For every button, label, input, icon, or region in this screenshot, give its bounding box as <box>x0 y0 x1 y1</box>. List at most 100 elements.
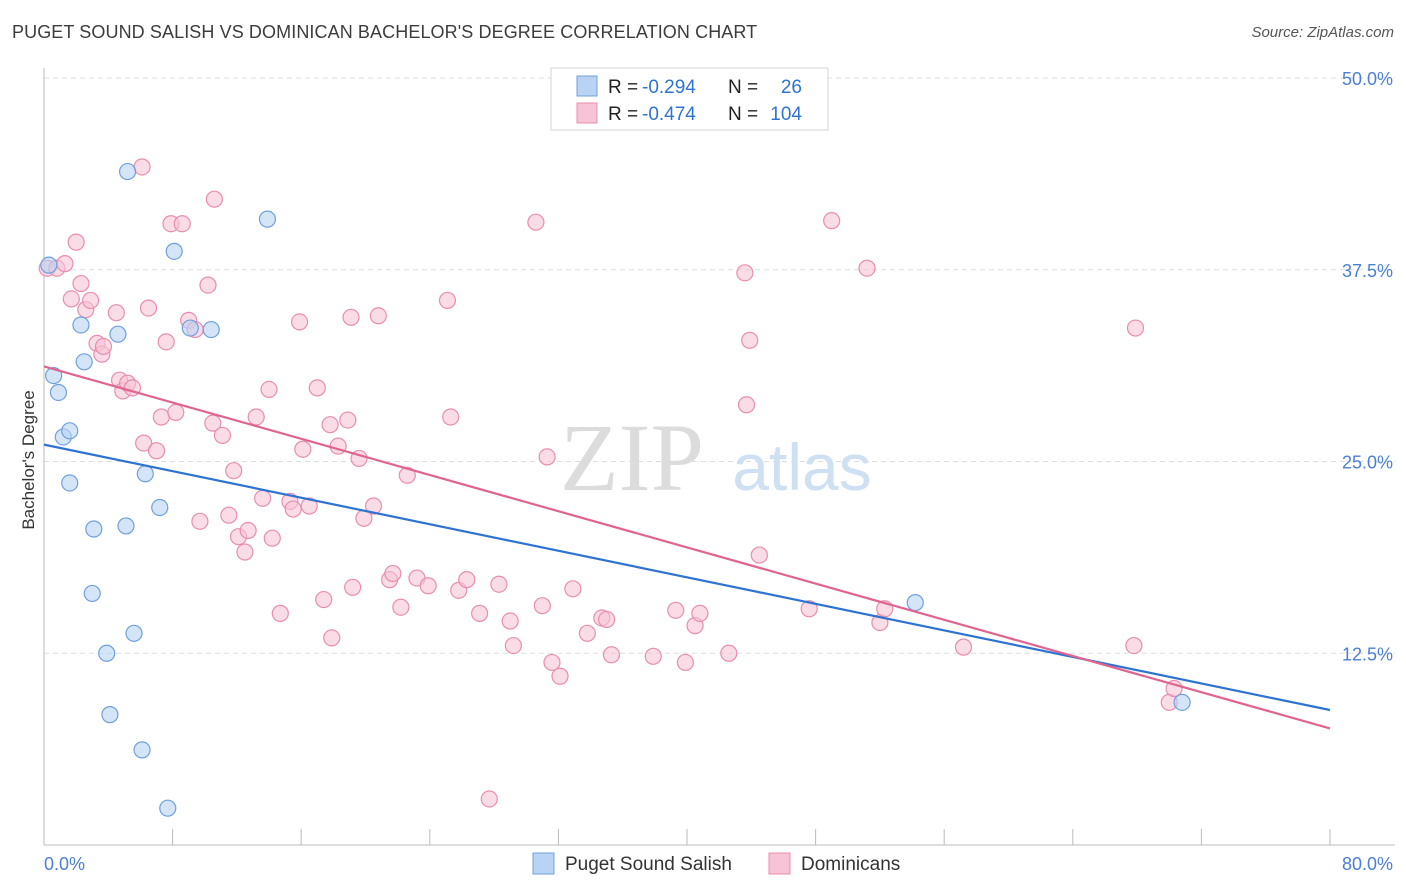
dominicans-point <box>220 506 238 524</box>
puget-sound-salish-point <box>75 353 93 371</box>
puget-sound-salish-point <box>151 498 169 517</box>
dominicans-point <box>442 408 460 426</box>
dominicans-point <box>736 264 754 282</box>
puget-sound-salish-point <box>125 624 143 642</box>
dominicans-point <box>527 213 545 231</box>
dominicans-point <box>213 426 232 445</box>
dominicans-point <box>750 546 768 564</box>
dominicans-point <box>737 396 756 414</box>
dominicans-point <box>676 653 694 672</box>
legend-n-label: N = <box>728 77 758 98</box>
dominicans-point <box>82 291 100 310</box>
dominicans-point <box>823 212 841 230</box>
trend-line-dominicans <box>43 365 1331 730</box>
dominicans-point <box>501 612 519 630</box>
dominicans-point <box>384 564 402 583</box>
legend-r-value: -0.294 <box>642 77 696 98</box>
puget-sound-salish-point <box>117 517 135 535</box>
dominicans-point <box>323 629 341 647</box>
trend-line-puget-sound-salish <box>43 443 1331 712</box>
puget-sound-salish-point <box>165 242 183 260</box>
dominicans-point <box>392 598 410 616</box>
dominicans-point <box>157 333 175 351</box>
dominicans-point <box>167 403 185 422</box>
dominicans-point <box>471 604 489 622</box>
dominicans-point <box>538 448 556 466</box>
puget-sound-salish-point <box>118 162 137 181</box>
legend-n-value: 26 <box>781 77 802 98</box>
dominicans-point <box>263 529 281 547</box>
puget-sound-salish-point <box>61 422 79 440</box>
dominicans-point <box>720 644 738 662</box>
trend-lines <box>43 365 1331 730</box>
chart-title: PUGET SOUND SALISH VS DOMINICAN BACHELOR… <box>12 22 758 42</box>
dominicans-point <box>290 313 309 331</box>
dominicans-point <box>667 601 685 619</box>
dominicans-point <box>67 233 85 251</box>
dominicans-point <box>398 466 416 484</box>
dominicans-point <box>173 215 191 233</box>
dominicans-point <box>205 190 223 208</box>
puget-sound-salish-point <box>61 474 79 492</box>
dominicans-point <box>339 411 357 429</box>
dominicans-point <box>254 489 272 507</box>
watermark: ZIP atlas <box>560 404 872 511</box>
dominicans-point <box>364 497 383 515</box>
dominicans-point <box>135 434 153 452</box>
puget-sound-salish-point <box>159 799 177 817</box>
dominicans-point <box>644 647 662 665</box>
watermark-atlas: atlas <box>732 430 871 504</box>
dominicans-point <box>458 571 476 589</box>
legend-series: Puget Sound Salish Dominicans <box>532 852 900 875</box>
dominicans-point <box>72 274 90 293</box>
dominicans-point <box>236 543 254 561</box>
dominicans-point <box>543 653 561 672</box>
puget-sound-salish-point <box>40 256 58 274</box>
puget-sound-salish-point <box>45 366 63 385</box>
dominicans-point <box>107 304 125 322</box>
dominicans-point <box>480 790 498 808</box>
legend-n-value: 104 <box>770 104 802 125</box>
dominicans-point <box>191 512 209 530</box>
dominicans-point <box>369 307 387 325</box>
puget-sound-salish-point <box>109 325 127 343</box>
grid-layer <box>44 77 1395 654</box>
dominicans-point <box>204 414 222 432</box>
dominicans-point <box>691 604 709 622</box>
dominicans-point <box>598 610 616 629</box>
dominicans-point <box>741 331 759 349</box>
dominicans-points <box>38 158 1183 808</box>
legend-r-value: -0.474 <box>642 104 696 125</box>
legend-swatch-dominicans <box>768 852 791 875</box>
dominicans-point <box>858 259 876 277</box>
puget-sound-salish-point <box>202 320 220 339</box>
puget-sound-salish-point <box>258 210 277 228</box>
puget-sound-salish-point <box>83 584 101 603</box>
dominicans-point <box>954 638 973 656</box>
dominicans-point <box>284 500 302 518</box>
dominicans-point <box>308 379 326 397</box>
tick-labels: 12.5% 25.0% 37.5% 50.0% 0.0% 80.0% <box>44 69 1393 874</box>
puget-sound-salish-point <box>49 383 68 402</box>
dominicans-point <box>239 521 257 540</box>
legend-r-label: R = <box>608 77 638 98</box>
puget-sound-salish-point <box>72 316 90 334</box>
puget-sound-salish-point <box>98 644 116 662</box>
y-tick-label: 50.0% <box>1342 69 1393 89</box>
dominicans-point <box>300 497 318 515</box>
dominicans-point <box>321 416 339 434</box>
axis-layer <box>43 68 1395 846</box>
dominicans-point <box>56 255 74 273</box>
dominicans-point <box>800 600 818 618</box>
dominicans-point <box>342 308 360 326</box>
dominicans-point <box>533 597 551 615</box>
dominicans-point <box>247 408 265 426</box>
puget-sound-salish-point <box>136 465 154 483</box>
puget-sound-salish-point <box>1173 693 1191 711</box>
dominicans-point <box>551 667 569 685</box>
legend-label-dominicans: Dominicans <box>801 854 900 875</box>
puget-sound-salish-point <box>133 741 151 759</box>
puget-sound-salish-points <box>40 162 1191 817</box>
dominicans-point <box>315 590 333 609</box>
